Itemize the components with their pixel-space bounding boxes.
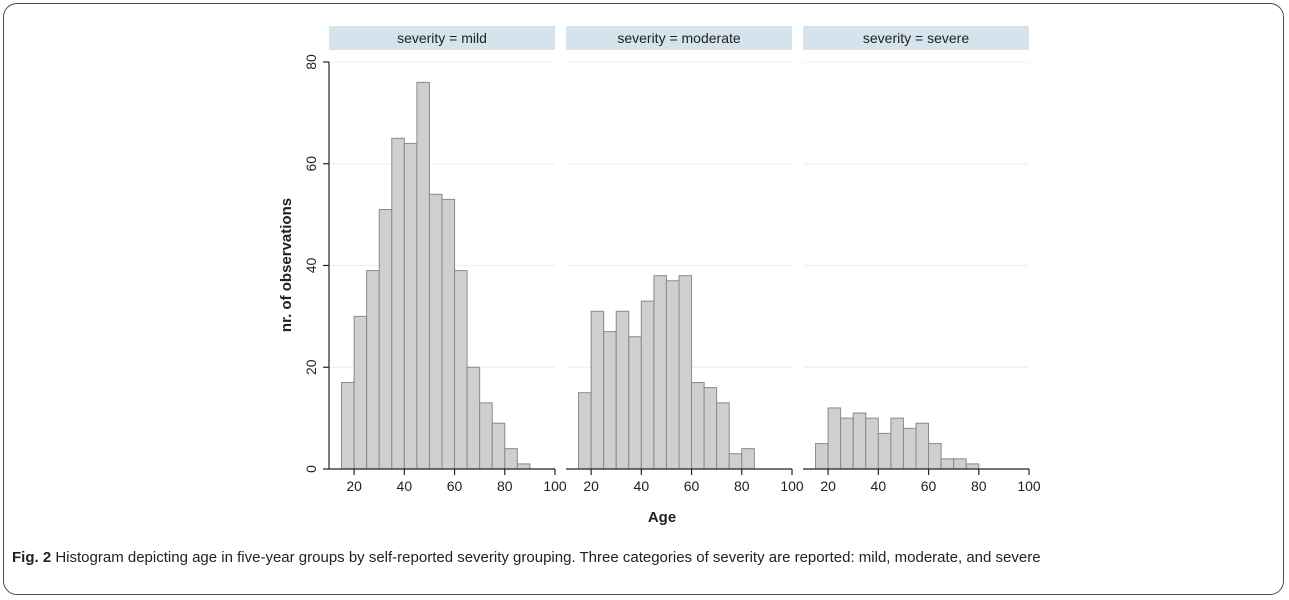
- x-tick-label: 100: [780, 478, 804, 494]
- panel-header-3: [803, 26, 1029, 50]
- histogram-bar: [691, 382, 705, 470]
- histogram-bar: [615, 310, 630, 470]
- histogram-bar: [378, 209, 393, 470]
- histogram-bar: [578, 392, 592, 470]
- histogram-bar: [416, 81, 430, 470]
- histogram-bar: [678, 275, 693, 470]
- histogram-bar: [391, 137, 405, 470]
- x-tick-label: 40: [871, 478, 887, 494]
- histogram-bar: [928, 443, 942, 470]
- histogram-bar: [479, 402, 493, 470]
- x-tick-label: 80: [971, 478, 987, 494]
- histogram-figure: severity = mild 20 40 60 80 100 0 20 40 60 80 sever…: [278, 26, 1041, 526]
- histogram-bar: [728, 453, 743, 470]
- x-tick-label: 100: [543, 478, 567, 494]
- panel-title-3: severity = severe: [863, 30, 969, 46]
- histogram-bar: [341, 382, 355, 470]
- histogram-bar: [915, 422, 930, 470]
- histogram-bar: [940, 458, 955, 470]
- x-tick-label: 20: [820, 478, 836, 494]
- y-tick-label: 0: [303, 465, 319, 473]
- histogram-bar: [466, 366, 481, 470]
- x-axis-label: Age: [648, 509, 676, 526]
- histogram-bar: [653, 275, 667, 470]
- histogram-bar: [403, 142, 418, 470]
- histogram-bar: [741, 448, 755, 470]
- histogram-bar: [353, 315, 368, 470]
- y-tick-label: 60: [303, 156, 319, 172]
- figure-caption: Fig. 2 Histogram depicting age in five-y…: [12, 547, 1274, 569]
- histogram-bar: [590, 310, 605, 470]
- caption-text: Histogram depicting age in five-year gro…: [55, 549, 1041, 566]
- histogram-bar: [840, 417, 854, 470]
- y-axis-label: nr. of observations: [278, 198, 295, 332]
- histogram-bar: [815, 443, 829, 470]
- histogram-bar: [665, 280, 680, 470]
- x-tick-label: 40: [634, 478, 650, 494]
- panel-header-2: [566, 26, 792, 50]
- figure-frame: [3, 3, 1284, 595]
- histogram-bar: [491, 422, 506, 470]
- histogram-bar: [890, 417, 904, 470]
- histogram-bar: [703, 387, 718, 470]
- histogram-bar: [454, 270, 468, 470]
- x-tick-label: 60: [921, 478, 937, 494]
- x-tick-label: 80: [497, 478, 513, 494]
- histogram-bar: [827, 407, 842, 470]
- x-tick-label: 60: [447, 478, 463, 494]
- x-tick-label: 40: [397, 478, 413, 494]
- x-tick-label: 100: [1017, 478, 1041, 494]
- x-tick-label: 60: [684, 478, 700, 494]
- panel-title-1: severity = mild: [397, 30, 487, 46]
- x-tick-label: 20: [346, 478, 362, 494]
- y-tick-label: 40: [303, 258, 319, 274]
- y-tick-label: 20: [303, 359, 319, 375]
- panel-header-1: [329, 26, 555, 50]
- histogram-bar: [428, 193, 443, 470]
- histogram-bar: [516, 463, 531, 470]
- histogram-bar: [716, 402, 730, 470]
- histogram-bar: [366, 270, 380, 470]
- histogram-bar: [441, 198, 456, 470]
- histogram-bar: [965, 463, 980, 470]
- histogram-bar: [852, 412, 867, 470]
- histogram-bar: [865, 417, 879, 470]
- histogram-bar: [504, 448, 518, 470]
- histogram-bar: [902, 427, 917, 470]
- histogram-bar: [877, 432, 892, 470]
- histogram-bar: [953, 458, 967, 470]
- x-tick-label: 80: [734, 478, 750, 494]
- y-tick-label: 80: [303, 54, 319, 70]
- panel-title-2: severity = moderate: [617, 30, 741, 46]
- chart-panels: severity = mild 20 40 60 80 100 0 20 40 60 80 sever…: [303, 26, 1041, 494]
- x-tick-label: 20: [583, 478, 599, 494]
- histogram-bar: [628, 336, 642, 470]
- histogram-bar: [603, 331, 617, 470]
- caption-label: Fig. 2: [12, 549, 52, 566]
- histogram-bar: [640, 300, 655, 470]
